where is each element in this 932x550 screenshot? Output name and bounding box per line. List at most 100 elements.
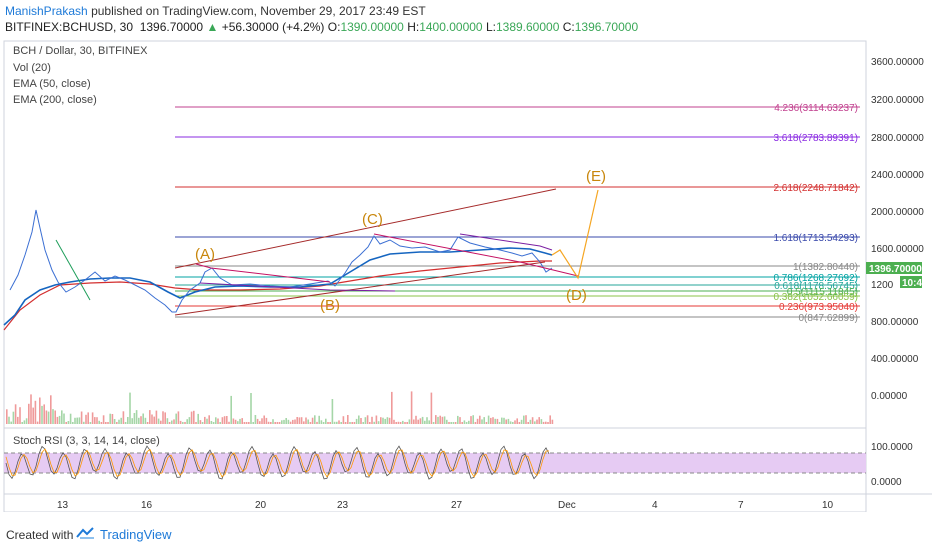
volume-bar [454, 422, 457, 424]
volume-bar [360, 418, 362, 424]
close-label: C: [562, 20, 575, 34]
volume-bar [531, 417, 534, 424]
volume-bar [10, 421, 12, 424]
chart-area[interactable]: 3600.00000 3200.00000 2800.00000 2400.00… [0, 38, 932, 513]
volume-bar [102, 415, 105, 424]
volume-bar [30, 394, 32, 424]
volume-bar [316, 421, 318, 424]
volume-bar [226, 416, 228, 424]
time-tick: Dec [558, 500, 576, 511]
stoch-legend[interactable]: Stoch RSI (3, 3, 14, 14, close) [13, 435, 160, 447]
volume-bar [523, 415, 525, 424]
triangle-a-segment[interactable] [195, 263, 331, 283]
volume-bar [448, 422, 450, 424]
price-tick: 2800.00000 [871, 133, 924, 144]
wave-label-d: (D) [566, 287, 587, 304]
fib-level-label: 0.786(1268.27692) [773, 273, 858, 284]
volume-bar [39, 397, 41, 424]
volume-bar [404, 422, 406, 424]
channel-upper-line[interactable] [174, 188, 557, 269]
volume-bar [157, 418, 160, 424]
volume-bar [432, 422, 435, 424]
volume-bar [419, 418, 422, 424]
triangle-c-segment[interactable] [373, 233, 579, 277]
volume-bar [85, 414, 87, 424]
ema50-legend[interactable]: EMA (50, close) [13, 78, 91, 90]
volume-bar [215, 417, 217, 424]
volume-bar [490, 417, 492, 424]
fibonacci-extension[interactable]: 4.236(3114.63237) 3.618(2783.89391) 2.618(… [175, 103, 860, 324]
trend-line-green[interactable] [55, 239, 91, 301]
volume-bar [281, 420, 283, 424]
volume-bar [507, 418, 510, 424]
volume-bar [292, 419, 294, 424]
change-value: +56.30000 (+4.2%) [221, 20, 325, 34]
channel-lower-line[interactable] [174, 261, 546, 316]
volume-bar [441, 416, 444, 424]
volume-bar [76, 417, 78, 424]
vol-legend[interactable]: Vol (20) [13, 62, 51, 74]
wave-e-projection[interactable] [551, 189, 599, 280]
author-link[interactable]: ManishPrakash [5, 4, 88, 18]
volume-bar [298, 417, 301, 424]
volume-bar [78, 417, 81, 424]
volume-bar [151, 414, 153, 424]
volume-bar [256, 418, 259, 424]
volume-bar [52, 409, 54, 424]
low-label: L: [485, 20, 496, 34]
volume-bar [201, 422, 204, 424]
volume-bar [369, 422, 371, 424]
volume-bar [267, 421, 270, 424]
volume-bar [100, 422, 103, 424]
wave-channel[interactable] [55, 188, 599, 316]
volume-bar [32, 407, 34, 424]
volume-bar [138, 417, 140, 424]
close-value: 1396.70000 [574, 20, 639, 34]
volume-bar [65, 422, 67, 424]
volume-bar [140, 416, 142, 424]
volume-bar [426, 417, 428, 424]
up-arrow-icon: ▲ [206, 20, 219, 34]
triangle-d-segment[interactable] [459, 233, 553, 251]
volume-bar [162, 411, 164, 424]
volume-bar [333, 421, 336, 424]
volume-bar [263, 415, 265, 424]
volume-bar [219, 422, 221, 424]
volume-bar [457, 415, 459, 424]
volume-bar [540, 419, 543, 424]
open-value: 1390.00000 [340, 20, 404, 34]
volume-bar [50, 395, 52, 424]
volume-bar [248, 422, 250, 424]
volume-bar [91, 412, 94, 424]
volume-bar [366, 415, 369, 424]
volume-bar [153, 416, 155, 424]
fib-level-label: 4.236(3114.63237) [774, 103, 858, 114]
timer-text: 10:44 [902, 278, 928, 289]
volume-bar [142, 413, 144, 424]
price-tick: 2400.00000 [871, 170, 924, 181]
volume-bar [254, 415, 257, 424]
publish-line: ManishPrakash published on TradingView.c… [5, 4, 426, 18]
wave-label-c: (C) [362, 211, 383, 228]
volume-bar [443, 416, 446, 424]
time-axis: 13 16 20 23 27 Dec 4 7 10 [57, 500, 834, 511]
ema200-legend[interactable]: EMA (200, close) [13, 94, 97, 106]
volume-bar [538, 417, 540, 424]
volume-bar [111, 414, 114, 424]
volume-bar [193, 410, 195, 424]
volume-bar [551, 419, 554, 424]
volume-bar [19, 407, 21, 424]
volume-bar [89, 422, 92, 424]
volume-bar [529, 419, 532, 424]
time-tick: 7 [738, 500, 744, 511]
volume-bar [54, 410, 56, 424]
price-tick: 3600.00000 [871, 57, 924, 68]
volume-bar [314, 415, 316, 424]
triangle-b-segment[interactable] [199, 282, 396, 292]
volume-bar [459, 417, 461, 424]
chart-canvas[interactable]: 3600.00000 3200.00000 2800.00000 2400.00… [0, 38, 932, 513]
tradingview-brand-link[interactable]: TradingView [100, 527, 172, 542]
volume-bar [135, 410, 138, 424]
price-tick: 2000.00000 [871, 207, 924, 218]
time-tick: 27 [451, 500, 463, 511]
